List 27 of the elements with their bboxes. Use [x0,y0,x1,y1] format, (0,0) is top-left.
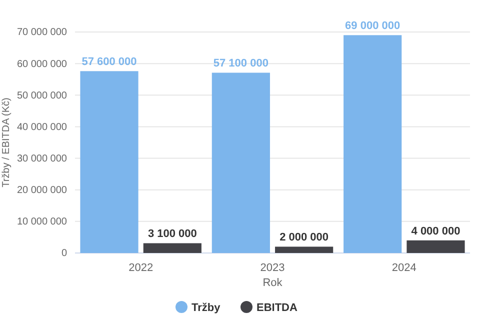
data-label: 69 000 000 [345,20,400,32]
data-label: 3 100 000 [148,228,197,240]
bar [344,35,402,253]
bar [143,243,202,253]
y-tick-label: 10 000 000 [16,216,68,228]
data-label: 57 100 000 [213,58,268,70]
y-tick-label: 0 [61,248,68,260]
bar [406,240,465,253]
x-tick-label: 2024 [392,262,416,274]
legend-label: Tržby [192,302,222,314]
y-tick-label: 60 000 000 [16,58,68,70]
x-tick-label: 2022 [128,262,154,274]
x-axis-title: Rok [262,277,283,289]
data-label: 57 600 000 [82,56,137,68]
y-axis-title: Tržby / EBITDA (Kč) [1,98,12,188]
y-tick-label: 30 000 000 [16,153,68,164]
bar [275,246,334,253]
x-tick-label: 2023 [260,262,285,274]
bar [212,72,270,253]
bar [80,71,138,253]
legend-label: EBITDA [256,302,298,314]
data-label: 2 000 000 [280,232,329,244]
data-label: 4 000 000 [411,225,460,238]
y-tick-label: 40 000 000 [16,122,68,133]
y-tick-label: 70 000 000 [16,27,68,38]
y-tick-label: 50 000 000 [16,90,68,102]
y-tick-label: 20 000 000 [16,185,68,196]
